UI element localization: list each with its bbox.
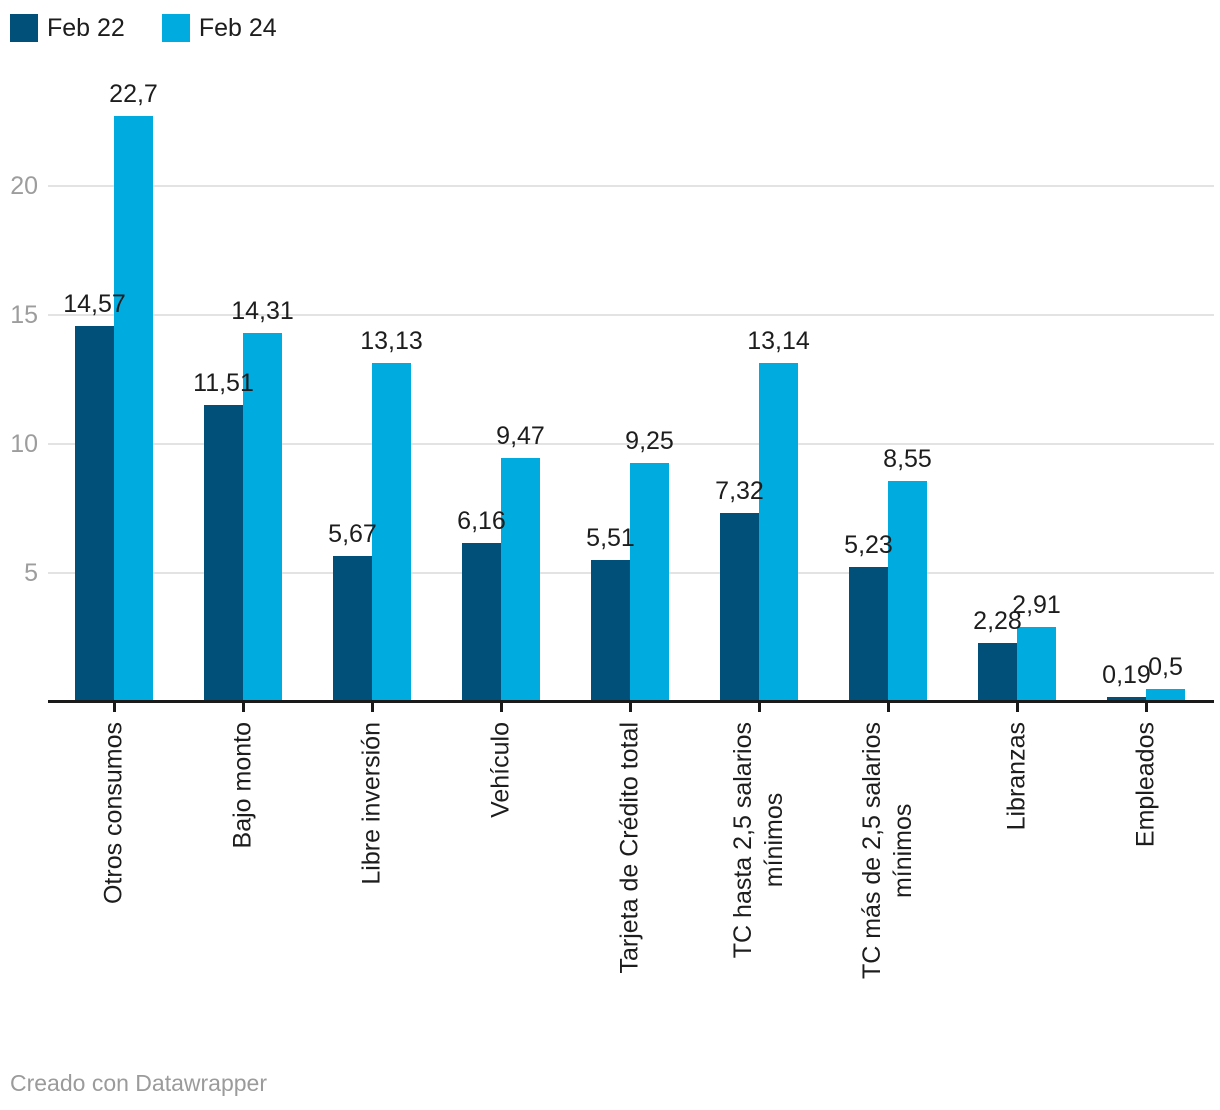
value-label: 0,5 bbox=[1148, 653, 1183, 681]
y-gridline bbox=[48, 314, 1214, 316]
bar-feb-22-0 bbox=[75, 326, 114, 702]
bar-feb-22-6 bbox=[849, 567, 888, 702]
value-label: 2,28 bbox=[973, 607, 1022, 635]
bar-feb-22-3 bbox=[462, 543, 501, 702]
y-gridline bbox=[48, 443, 1214, 445]
value-label: 9,47 bbox=[496, 422, 545, 450]
legend-item: Feb 22 bbox=[10, 13, 125, 43]
value-label: 9,25 bbox=[625, 427, 674, 455]
bar-feb-24-7 bbox=[1017, 627, 1056, 702]
y-axis-tick-label: 10 bbox=[10, 430, 38, 458]
bar-feb-24-1 bbox=[243, 333, 282, 702]
value-label: 5,23 bbox=[844, 531, 893, 559]
value-label: 5,51 bbox=[586, 524, 635, 552]
value-label: 22,7 bbox=[109, 80, 158, 108]
bar-feb-24-6 bbox=[888, 481, 927, 702]
x-axis-category-label: TC más de 2,5 salarios mínimos bbox=[858, 722, 917, 980]
legend-label: Feb 24 bbox=[198, 14, 277, 42]
legend-label: Feb 22 bbox=[47, 14, 125, 42]
bar-feb-22-2 bbox=[333, 556, 372, 702]
x-axis-category-label: Vehículo bbox=[486, 722, 515, 818]
legend-swatch-icon bbox=[161, 14, 190, 42]
value-label: 0,19 bbox=[1102, 661, 1151, 689]
x-axis-category-label: Tarjeta de Crédito total bbox=[615, 722, 644, 974]
value-label: 13,14 bbox=[747, 327, 810, 355]
bar-feb-22-1 bbox=[204, 405, 243, 702]
x-axis-category-label: Otros consumos bbox=[99, 722, 128, 905]
value-label: 2,91 bbox=[1012, 591, 1061, 619]
value-label: 14,31 bbox=[231, 297, 294, 325]
x-axis-tick bbox=[1016, 701, 1019, 712]
y-axis-tick-label: 5 bbox=[24, 559, 38, 587]
datawrapper-credit[interactable]: Creado con Datawrapper bbox=[10, 1070, 267, 1096]
bar-feb-24-4 bbox=[630, 463, 669, 702]
bar-feb-24-0 bbox=[114, 116, 153, 702]
legend: Feb 22 Feb 24 bbox=[10, 13, 277, 43]
y-axis-tick-label: 15 bbox=[10, 301, 38, 329]
x-axis-tick bbox=[887, 701, 890, 712]
x-axis-tick bbox=[242, 701, 245, 712]
x-axis-category-label: Bajo monto bbox=[228, 722, 257, 849]
bar-feb-22-7 bbox=[978, 643, 1017, 702]
bar-feb-24-2 bbox=[372, 363, 411, 702]
value-label: 5,67 bbox=[328, 520, 377, 548]
bar-feb-22-8 bbox=[1107, 697, 1146, 702]
value-label: 7,32 bbox=[715, 477, 764, 505]
x-axis-tick bbox=[371, 701, 374, 712]
x-axis-tick bbox=[1145, 701, 1148, 712]
value-label: 11,51 bbox=[193, 369, 254, 397]
legend-item: Feb 24 bbox=[161, 13, 277, 43]
bar-feb-22-4 bbox=[591, 560, 630, 702]
x-axis-tick bbox=[758, 701, 761, 712]
x-axis-category-label: Libranzas bbox=[1002, 722, 1031, 831]
value-label: 13,13 bbox=[360, 327, 423, 355]
x-axis-tick bbox=[629, 701, 632, 712]
legend-swatch-icon bbox=[10, 14, 38, 42]
bar-feb-22-5 bbox=[720, 513, 759, 702]
value-label: 14,57 bbox=[63, 290, 126, 318]
x-axis-category-label: Libre inversión bbox=[357, 722, 386, 885]
value-label: 6,16 bbox=[457, 507, 506, 535]
y-gridline bbox=[48, 185, 1214, 187]
bar-feb-24-3 bbox=[501, 458, 540, 702]
x-axis-category-label: TC hasta 2,5 salarios mínimos bbox=[729, 722, 788, 959]
bar-feb-24-5 bbox=[759, 363, 798, 702]
bar-feb-24-8 bbox=[1146, 689, 1185, 702]
x-axis-category-label: Empleados bbox=[1131, 722, 1160, 848]
x-axis-tick bbox=[113, 701, 116, 712]
x-axis-tick bbox=[500, 701, 503, 712]
y-axis-tick-label: 20 bbox=[10, 172, 38, 200]
value-label: 8,55 bbox=[883, 445, 932, 473]
